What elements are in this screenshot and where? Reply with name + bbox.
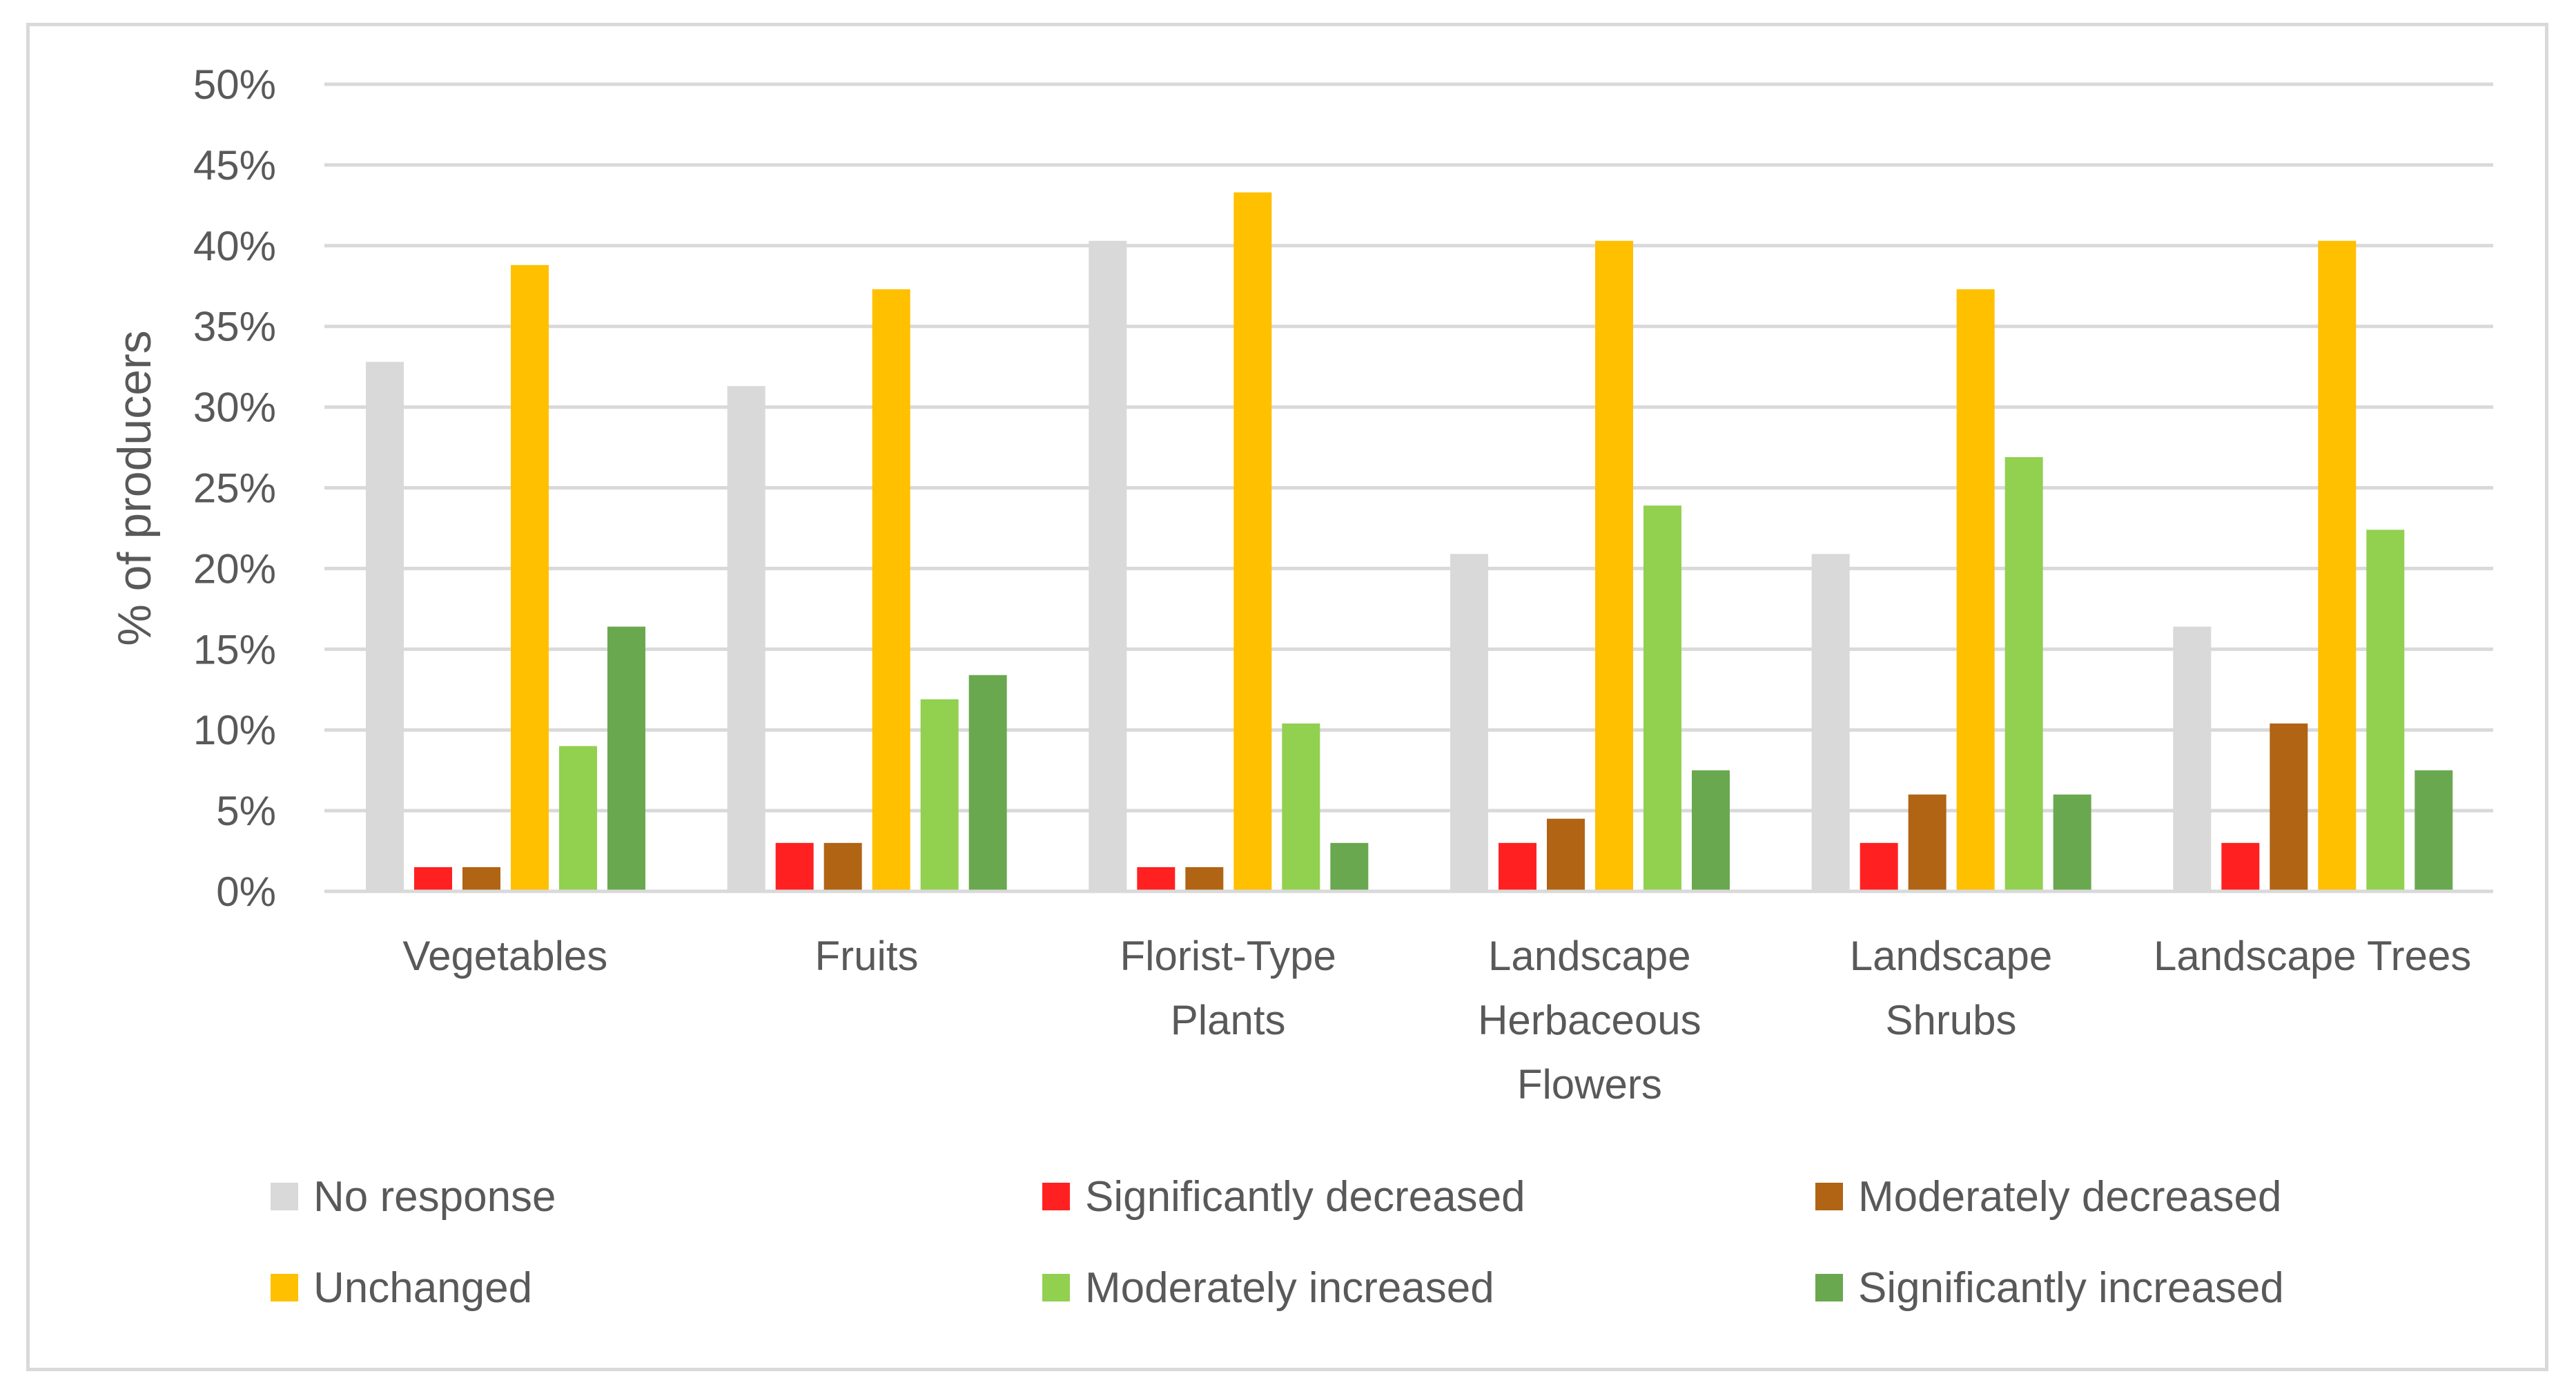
- bar: [1233, 192, 1272, 891]
- y-tick-label: 30%: [193, 385, 276, 431]
- bar: [1185, 867, 1224, 891]
- bar: [1860, 842, 1898, 891]
- legend-swatch: [271, 1183, 298, 1210]
- legend: No response Significantly decreased Modera…: [271, 1173, 2284, 1312]
- bar: [775, 842, 814, 891]
- bar: [2053, 794, 2091, 891]
- bar: [414, 867, 452, 891]
- bar: [2366, 530, 2405, 891]
- bar: [1595, 240, 1633, 891]
- x-tick-label: Landscape Trees: [2154, 933, 2471, 979]
- bar: [1692, 770, 1730, 891]
- legend-swatch: [1815, 1183, 1843, 1210]
- y-tick-label: 45%: [193, 142, 276, 188]
- bar: [1643, 505, 1681, 891]
- bar: [1137, 867, 1175, 891]
- y-tick-label: 10%: [193, 707, 276, 753]
- bar: [1282, 723, 1320, 891]
- legend-label: Unchanged: [313, 1264, 532, 1312]
- bar: [559, 746, 597, 891]
- bars: [366, 192, 2453, 892]
- y-tick-label: 15%: [193, 626, 276, 672]
- y-tick-label: 5%: [216, 788, 276, 834]
- bar: [511, 264, 549, 892]
- bar: [872, 289, 910, 891]
- bar: [1908, 794, 1946, 891]
- bar: [366, 362, 404, 891]
- legend-swatch: [1815, 1274, 1843, 1301]
- legend-label: Moderately decreased: [1858, 1173, 2281, 1221]
- y-tick-label: 0%: [216, 869, 276, 915]
- bar: [1811, 554, 1850, 891]
- bar: [2414, 770, 2453, 891]
- y-tick-label: 40%: [193, 223, 276, 269]
- legend-label: No response: [313, 1173, 556, 1221]
- y-tick-label: 25%: [193, 465, 276, 512]
- bar: [2173, 626, 2212, 891]
- bar: [1089, 240, 1127, 891]
- x-tick-label: Vegetables: [402, 933, 607, 979]
- bar: [1450, 554, 1488, 891]
- bar: [1499, 842, 1536, 891]
- bar: [607, 626, 645, 891]
- legend-label: Significantly decreased: [1085, 1173, 1525, 1221]
- chart-frame: [26, 23, 2548, 1371]
- legend-label: Moderately increased: [1085, 1264, 1494, 1312]
- bar: [2318, 240, 2357, 891]
- x-tick-label: Landscape: [1488, 933, 1691, 979]
- gridlines: [324, 82, 2493, 813]
- legend-swatch: [1042, 1183, 1070, 1210]
- bar: [1330, 842, 1369, 891]
- axes: 0% 5% 10% 15% 20% 25% 30% 35% 40% 45% 50% Vegetable…: [108, 61, 2493, 1107]
- x-tick-label: Landscape: [1850, 933, 2053, 979]
- x-tick-label: Shrubs: [1885, 997, 2016, 1043]
- bar: [462, 867, 500, 891]
- bar: [2270, 723, 2308, 891]
- bar: [920, 699, 959, 891]
- bar: [2004, 457, 2043, 891]
- bar: [968, 675, 1007, 891]
- x-tick-label: Flowers: [1517, 1061, 1662, 1107]
- bar: [2221, 842, 2260, 891]
- y-tick-label: 35%: [193, 304, 276, 350]
- x-tick-label: Fruits: [815, 933, 919, 979]
- y-tick-label: 20%: [193, 545, 276, 592]
- bar: [1956, 289, 1995, 891]
- x-tick-label: Herbaceous: [1478, 997, 1701, 1043]
- y-tick-label: 50%: [193, 61, 276, 108]
- legend-swatch: [1042, 1274, 1070, 1301]
- bar: [727, 386, 765, 891]
- x-tick-label: Florist-Type: [1120, 933, 1336, 979]
- y-axis-title: % of producers: [108, 330, 161, 646]
- bar: [823, 842, 862, 891]
- bar: [1547, 818, 1585, 891]
- legend-label: Significantly increased: [1858, 1264, 2284, 1312]
- x-tick-label: Plants: [1171, 997, 1286, 1043]
- legend-swatch: [271, 1274, 298, 1301]
